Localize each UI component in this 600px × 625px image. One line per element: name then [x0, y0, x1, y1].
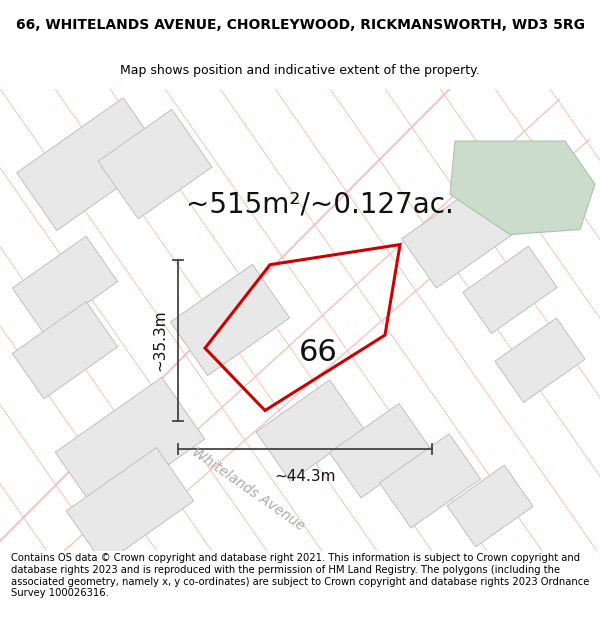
Polygon shape: [13, 236, 118, 333]
Polygon shape: [256, 380, 364, 481]
Polygon shape: [495, 318, 585, 402]
Text: ~35.3m: ~35.3m: [152, 309, 167, 371]
Polygon shape: [98, 109, 212, 219]
Polygon shape: [329, 404, 431, 498]
Text: Whitelands Avenue: Whitelands Avenue: [189, 445, 307, 533]
Text: 66, WHITELANDS AVENUE, CHORLEYWOOD, RICKMANSWORTH, WD3 5RG: 66, WHITELANDS AVENUE, CHORLEYWOOD, RICK…: [16, 18, 584, 32]
Polygon shape: [463, 246, 557, 334]
Text: Map shows position and indicative extent of the property.: Map shows position and indicative extent…: [120, 64, 480, 77]
Polygon shape: [402, 181, 518, 288]
Text: ~44.3m: ~44.3m: [274, 469, 336, 484]
Polygon shape: [55, 378, 205, 514]
Text: ~515m²/~0.127ac.: ~515m²/~0.127ac.: [186, 191, 454, 218]
Text: 66: 66: [299, 338, 337, 367]
Text: Contains OS data © Crown copyright and database right 2021. This information is : Contains OS data © Crown copyright and d…: [11, 553, 589, 598]
Polygon shape: [450, 141, 595, 234]
Polygon shape: [170, 264, 290, 376]
Polygon shape: [379, 434, 481, 528]
Polygon shape: [17, 98, 163, 231]
Polygon shape: [13, 302, 118, 399]
Polygon shape: [447, 465, 533, 547]
Polygon shape: [67, 448, 194, 564]
